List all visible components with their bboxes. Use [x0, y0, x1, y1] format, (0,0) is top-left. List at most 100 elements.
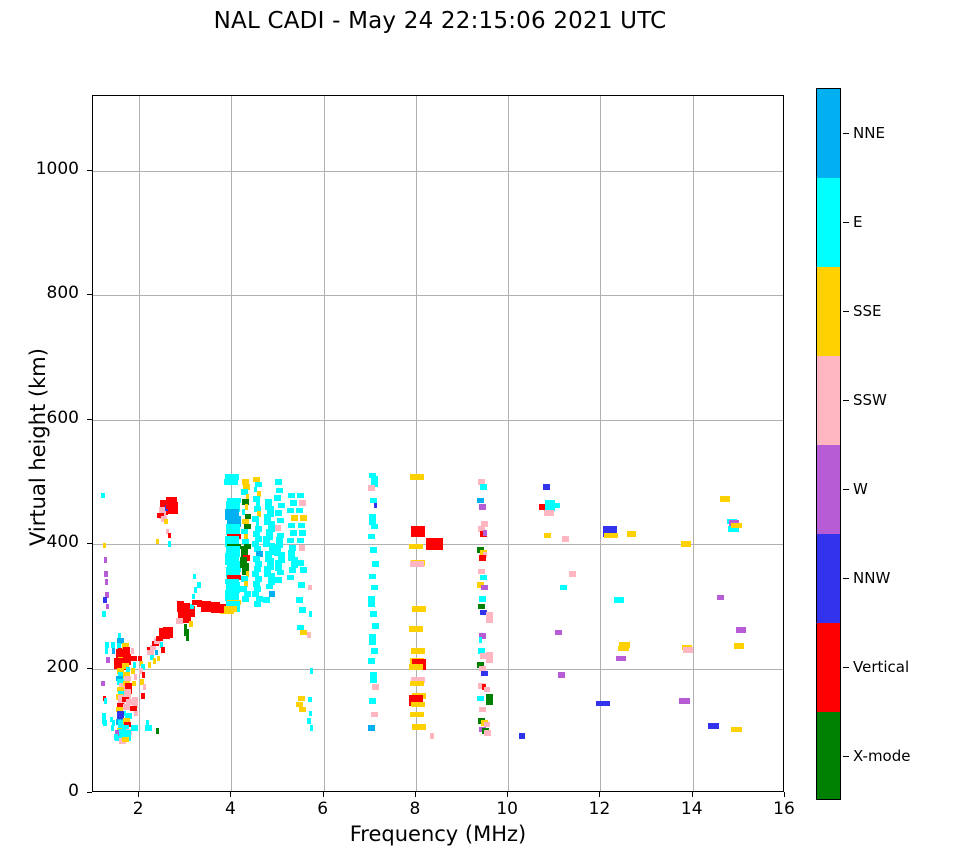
x-axis-tick [691, 792, 693, 797]
ionogram-echo-point [274, 544, 281, 556]
y-axis-title: Virtual height (km) [26, 348, 50, 546]
gridline-vertical [139, 96, 141, 791]
ionogram-echo-point [296, 537, 304, 544]
ionogram-echo-point [118, 633, 122, 639]
ionogram-echo-point [266, 506, 274, 518]
ionogram-echo-point [411, 605, 426, 612]
ionogram-echo-point [141, 693, 145, 699]
ionogram-echo-point [145, 720, 150, 727]
ionogram-echo-point [160, 516, 168, 522]
ionogram-echo-point [309, 725, 314, 732]
ionogram-echo-point [298, 500, 306, 506]
ionogram-echo-point [728, 526, 739, 532]
ionogram-echo-point [409, 543, 423, 550]
ionogram-echo-point [483, 686, 491, 693]
ionogram-echo-point [101, 492, 105, 499]
ionogram-echo-point [122, 663, 130, 669]
ionogram-echo-point [296, 507, 304, 514]
ionogram-echo-point [615, 655, 626, 662]
ionogram-echo-point [267, 573, 275, 585]
ionogram-echo-point [733, 643, 745, 649]
ionogram-echo-point [130, 655, 138, 662]
ionogram-echo-point [477, 479, 485, 485]
ionogram-echo-point [123, 671, 131, 678]
ionogram-echo-point [241, 508, 246, 515]
ionogram-echo-point [121, 643, 129, 649]
ionogram-echo-point [479, 531, 487, 537]
ionogram-echo-point [225, 535, 240, 548]
colorbar-tick [843, 399, 849, 401]
ionogram-echo-point [275, 510, 283, 516]
ionogram-echo-point [225, 508, 240, 520]
ionogram-echo-point [479, 549, 487, 556]
ionogram-echo-point [682, 647, 694, 653]
ionogram-echo-point [102, 610, 106, 617]
ionogram-echo-point [254, 561, 262, 567]
ionogram-echo-point [477, 648, 485, 654]
ionogram-echo-point [253, 546, 261, 552]
ionogram-echo-point [479, 609, 487, 616]
ionogram-echo-point [369, 573, 376, 580]
ionogram-echo-point [133, 674, 138, 681]
colorbar-segment-vertical [817, 623, 840, 712]
ionogram-echo-point [286, 574, 294, 581]
ionogram-echo-point [369, 472, 376, 479]
ionogram-echo-point [486, 651, 494, 663]
ionogram-echo-point [544, 532, 552, 539]
ionogram-echo-point [101, 680, 105, 687]
ionogram-echo-point [240, 528, 248, 535]
y-axis-tick [87, 543, 92, 545]
x-axis-title: Frequency (MHz) [349, 822, 527, 846]
ionogram-echo-point [276, 569, 284, 576]
ionogram-echo-point [518, 732, 526, 739]
ionogram-echo-point [307, 632, 311, 638]
ionogram-echo-point [253, 506, 261, 512]
ionogram-echo-point [298, 706, 306, 713]
ionogram-echo-point [370, 584, 378, 591]
colorbar-segment-x-mode [817, 712, 840, 799]
ionogram-echo-point [477, 683, 485, 689]
ionogram-echo-point [116, 686, 124, 693]
ionogram-echo-point [276, 517, 284, 524]
ionogram-echo-point [201, 605, 216, 612]
ionogram-echo-point [117, 711, 125, 723]
ionogram-echo-point [254, 586, 262, 592]
ionogram-echo-point [116, 706, 124, 713]
ionogram-echo-point [130, 705, 138, 712]
ionogram-echo-point [254, 536, 262, 542]
ionogram-echo-point [191, 593, 196, 600]
ionogram-echo-point [613, 597, 625, 603]
ionogram-echo-point [240, 576, 248, 582]
ionogram-echo-point [116, 668, 124, 674]
ionogram-echo-point [297, 492, 305, 499]
ionogram-echo-point [370, 476, 378, 488]
ionogram-echo-point [142, 671, 146, 678]
ionogram-echo-point [595, 700, 610, 707]
ionogram-echo-point [411, 526, 426, 538]
ionogram-echo-point [368, 485, 376, 491]
ionogram-echo-point [253, 581, 261, 587]
ionogram-echo-point [286, 507, 294, 514]
ionogram-echo-point [297, 624, 305, 631]
ionogram-echo-point [257, 511, 261, 517]
ionogram-echo-point [224, 479, 239, 485]
ionogram-echo-point [192, 573, 197, 580]
ionogram-echo-point [719, 496, 731, 503]
ionogram-echo-point [117, 703, 125, 709]
ionogram-echo-point [369, 698, 376, 704]
ionogram-echo-point [296, 701, 304, 708]
x-axis-tick-label: 14 [680, 799, 703, 819]
ionogram-echo-point [409, 695, 423, 707]
ionogram-echo-point [299, 530, 307, 536]
ionogram-echo-point [425, 538, 444, 550]
x-axis-tick [138, 792, 140, 797]
gridline-vertical [600, 96, 602, 791]
colorbar-label-sse: SSE [853, 301, 882, 320]
ionogram-echo-point [369, 634, 376, 646]
colorbar-tick [843, 221, 849, 223]
ionogram-echo-point [206, 602, 220, 608]
ionogram-echo-point [308, 696, 312, 703]
gridline-horizontal [93, 668, 783, 670]
ionogram-echo-point [242, 563, 250, 575]
ionogram-echo-point [164, 518, 168, 525]
